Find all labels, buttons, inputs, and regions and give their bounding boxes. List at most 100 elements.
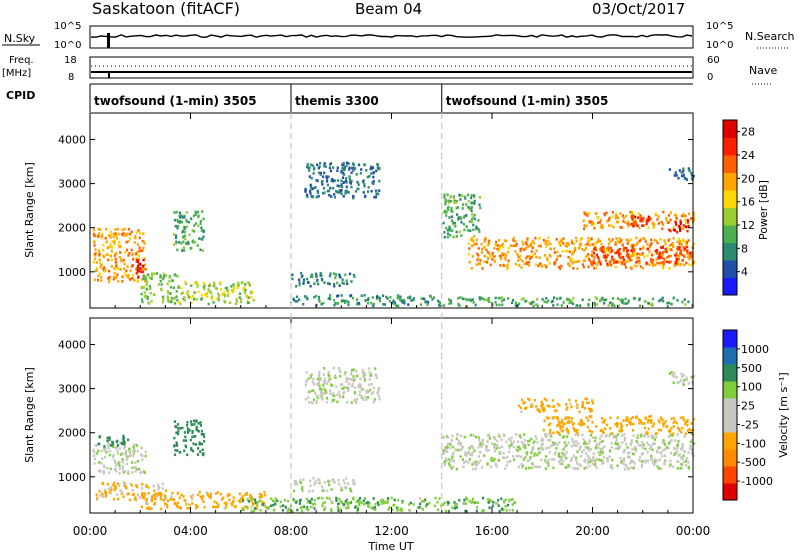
scatter-cell (442, 503, 445, 506)
scatter-cell (162, 272, 166, 276)
scatter-cell (471, 445, 474, 448)
scatter-cell (615, 237, 618, 240)
scatter-cell (380, 502, 383, 505)
scatter-cell (310, 195, 313, 198)
scatter-cell (345, 487, 348, 490)
scatter-cell (427, 300, 430, 304)
scatter-cell (608, 238, 611, 241)
scatter-cell (213, 505, 217, 509)
scatter-cell (364, 377, 367, 381)
scatter-cell (329, 297, 332, 301)
scatter-cell (194, 281, 197, 284)
scatter-cell (507, 247, 510, 250)
scatter-cell (626, 446, 629, 449)
scatter-cell (492, 459, 495, 463)
scatter-cell (250, 509, 253, 513)
scatter-cell (687, 300, 690, 304)
scatter-cell (647, 215, 650, 219)
scatter-cell (654, 212, 657, 216)
scatter-cell (305, 193, 308, 197)
scatter-cell (621, 434, 624, 437)
scatter-cell (680, 242, 683, 245)
xtick-label: 04:00 (173, 524, 208, 538)
scatter-cell (595, 425, 598, 428)
scatter-cell (614, 442, 617, 445)
scatter-cell (94, 257, 97, 261)
scatter-cell (326, 489, 329, 493)
scatter-cell (137, 254, 140, 257)
scatter-cell (626, 242, 629, 245)
scatter-cell (565, 245, 568, 248)
scatter-cell (668, 260, 671, 264)
scatter-cell (330, 179, 333, 182)
scatter-cell (638, 262, 641, 265)
power-colorbar-tick-label: 24 (741, 149, 755, 162)
scatter-cell (595, 262, 598, 266)
scatter-cell (292, 298, 296, 302)
freq-tick-top: 18 (64, 55, 77, 66)
scatter-cell (612, 261, 615, 265)
scatter-cell (656, 465, 659, 468)
scatter-cell (306, 297, 309, 300)
scatter-cell (638, 444, 641, 447)
scatter-cell (317, 282, 320, 286)
scatter-cell (674, 260, 677, 264)
scatter-cell (142, 275, 145, 278)
scatter-cell (680, 379, 683, 382)
scatter-cell (448, 458, 451, 461)
scatter-cell (616, 297, 619, 300)
scatter-cell (408, 295, 412, 299)
scatter-cell (448, 464, 451, 467)
scatter-cell (187, 240, 190, 244)
scatter-cell (452, 451, 455, 455)
scatter-cell (641, 441, 644, 444)
scatter-cell (352, 194, 355, 198)
scatter-cell (542, 428, 545, 432)
scatter-cell (675, 216, 678, 220)
scatter-cell (192, 297, 196, 301)
scatter-cell (150, 272, 153, 275)
scatter-cell (621, 262, 624, 265)
scatter-cell (642, 237, 645, 240)
power-colorbar-band (723, 155, 737, 173)
scatter-cell (378, 299, 382, 303)
scatter-cell (686, 219, 689, 222)
scatter-cell (491, 251, 494, 255)
scatter-cell (602, 456, 605, 459)
scatter-cell (311, 164, 314, 167)
scatter-cell (456, 213, 459, 216)
scatter-cell (342, 504, 345, 508)
scatter-cell (244, 493, 247, 497)
scatter-cell (650, 217, 653, 221)
scatter-cell (453, 235, 456, 239)
scatter-cell (588, 298, 591, 302)
scatter-cell (263, 490, 266, 494)
scatter-cell (657, 428, 660, 432)
scatter-cell (625, 423, 629, 427)
scatter-cell (555, 409, 558, 413)
scatter-cell (344, 179, 348, 183)
scatter-cell (166, 503, 169, 507)
scatter-cell (336, 169, 339, 173)
scatter-cell (614, 217, 617, 220)
scatter-cell (610, 432, 613, 435)
scatter-cell (668, 441, 671, 445)
scatter-cell (145, 485, 148, 488)
scatter-cell (514, 250, 517, 253)
scatter-cell (186, 506, 189, 510)
scatter-cell (470, 201, 473, 205)
scatter-cell (543, 397, 546, 401)
scatter-cell (426, 303, 429, 306)
scatter-cell (658, 420, 661, 424)
scatter-cell (325, 175, 328, 178)
scatter-cell (459, 455, 462, 458)
scatter-cell (467, 206, 471, 209)
scatter-cell (496, 443, 499, 447)
scatter-cell (131, 253, 134, 257)
scatter-cell (265, 506, 268, 509)
scatter-cell (687, 225, 690, 228)
scatter-cell (343, 481, 346, 485)
scatter-cell (142, 277, 145, 281)
scatter-cell (114, 257, 117, 261)
scatter-cell (180, 286, 183, 290)
